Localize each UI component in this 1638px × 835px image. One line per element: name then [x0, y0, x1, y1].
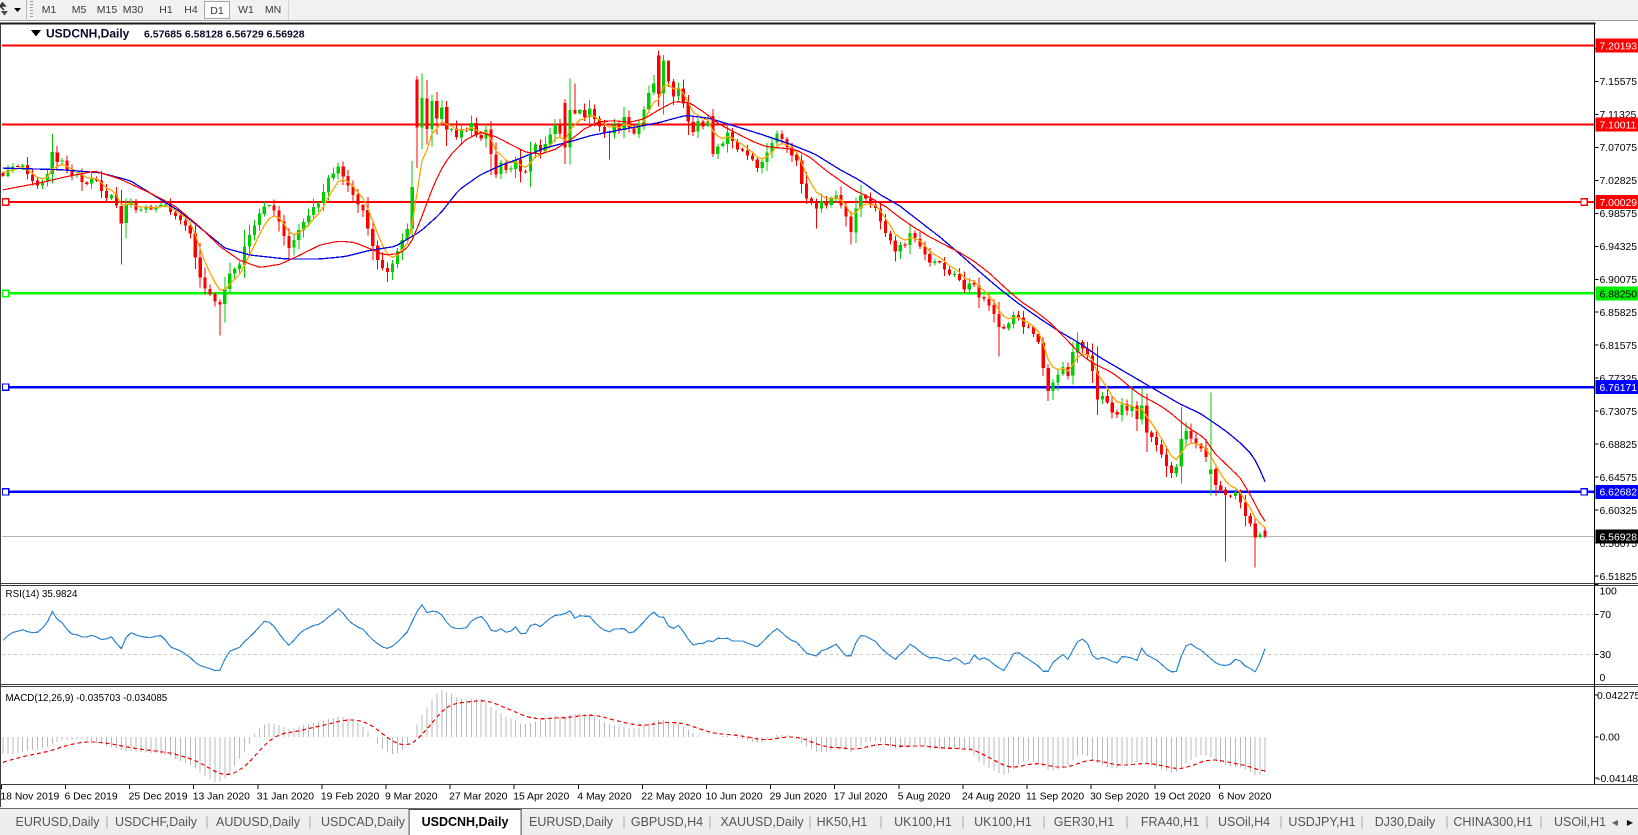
- svg-text:29 Jun 2020: 29 Jun 2020: [770, 792, 827, 803]
- svg-text:6.90075: 6.90075: [1600, 275, 1638, 286]
- svg-text:6.51825: 6.51825: [1600, 572, 1638, 583]
- svg-text:USDCNH,Daily: USDCNH,Daily: [46, 27, 130, 41]
- svg-text:5 Aug 2020: 5 Aug 2020: [898, 792, 951, 803]
- svg-text:30: 30: [1600, 650, 1612, 661]
- svg-text:7.00029: 7.00029: [1600, 198, 1638, 209]
- svg-text:24 Aug 2020: 24 Aug 2020: [962, 792, 1021, 803]
- svg-text:7.02825: 7.02825: [1600, 176, 1638, 187]
- svg-text:6.88250: 6.88250: [1600, 289, 1638, 300]
- svg-text:6.77325: 6.77325: [1600, 374, 1638, 385]
- svg-text:6.94325: 6.94325: [1600, 242, 1638, 253]
- svg-text:6.60325: 6.60325: [1600, 506, 1638, 517]
- svg-text:13 Jan 2020: 13 Jan 2020: [193, 792, 250, 803]
- svg-text:7.11325: 7.11325: [1600, 110, 1637, 121]
- svg-text:6.73075: 6.73075: [1600, 407, 1638, 418]
- svg-text:0: 0: [1600, 673, 1606, 684]
- svg-text:RSI(14) 35.9824: RSI(14) 35.9824: [6, 589, 78, 600]
- svg-text:31 Jan 2020: 31 Jan 2020: [257, 792, 314, 803]
- svg-text:6.64575: 6.64575: [1600, 473, 1638, 484]
- svg-text:22 May 2020: 22 May 2020: [641, 792, 701, 803]
- svg-text:15 Apr 2020: 15 Apr 2020: [513, 792, 569, 803]
- svg-text:27 Mar 2020: 27 Mar 2020: [449, 792, 508, 803]
- svg-text:6.85825: 6.85825: [1600, 308, 1638, 319]
- svg-text:70: 70: [1600, 610, 1612, 621]
- svg-text:18 Nov 2019: 18 Nov 2019: [0, 792, 59, 803]
- svg-text:7.20193: 7.20193: [1600, 42, 1638, 53]
- svg-text:6.76171: 6.76171: [1600, 383, 1638, 394]
- svg-text:0.042275: 0.042275: [1597, 691, 1638, 702]
- svg-text:17 Jul 2020: 17 Jul 2020: [834, 792, 888, 803]
- svg-text:9 Mar 2020: 9 Mar 2020: [385, 792, 438, 803]
- svg-text:6.68825: 6.68825: [1600, 440, 1638, 451]
- svg-text:-0.04148: -0.04148: [1597, 774, 1638, 785]
- svg-text:0.00: 0.00: [1600, 733, 1620, 744]
- svg-text:6 Nov 2020: 6 Nov 2020: [1218, 792, 1271, 803]
- svg-text:6.81575: 6.81575: [1600, 341, 1638, 352]
- svg-text:7.10011: 7.10011: [1600, 121, 1637, 132]
- svg-text:MACD(12,26,9) -0.035703 -0.034: MACD(12,26,9) -0.035703 -0.034085: [6, 693, 168, 704]
- svg-text:25 Dec 2019: 25 Dec 2019: [129, 792, 188, 803]
- svg-text:6 Dec 2019: 6 Dec 2019: [65, 792, 118, 803]
- svg-text:6.98575: 6.98575: [1600, 209, 1638, 220]
- svg-text:11 Sep 2020: 11 Sep 2020: [1026, 792, 1084, 803]
- svg-text:100: 100: [1600, 587, 1618, 598]
- svg-text:10 Jun 2020: 10 Jun 2020: [706, 792, 763, 803]
- svg-text:30 Sep 2020: 30 Sep 2020: [1090, 792, 1149, 803]
- svg-text:7.15575: 7.15575: [1600, 77, 1638, 88]
- svg-text:19 Oct 2020: 19 Oct 2020: [1154, 792, 1211, 803]
- svg-text:6.56075: 6.56075: [1600, 539, 1638, 550]
- svg-text:6.56928: 6.56928: [1600, 532, 1638, 543]
- svg-text:7.07075: 7.07075: [1600, 143, 1638, 154]
- svg-text:6.57685 6.58128 6.56729 6.5692: 6.57685 6.58128 6.56729 6.56928: [144, 29, 305, 41]
- svg-text:19 Feb 2020: 19 Feb 2020: [321, 792, 380, 803]
- svg-text:6.62682: 6.62682: [1600, 488, 1638, 499]
- svg-text:4 May 2020: 4 May 2020: [577, 792, 632, 803]
